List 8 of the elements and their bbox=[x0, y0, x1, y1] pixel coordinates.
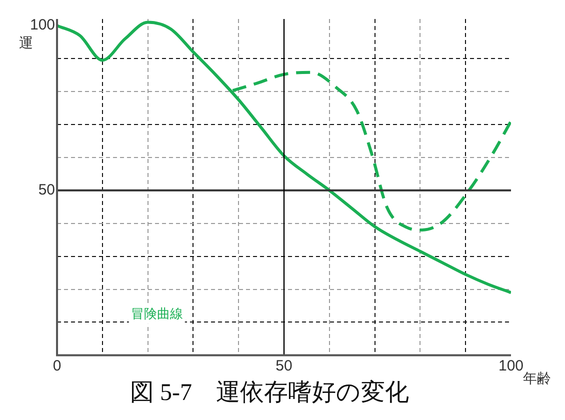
y-axis-title: 運 bbox=[19, 36, 34, 52]
x-tick-label: 100 bbox=[498, 357, 524, 374]
x-tick-label: 50 bbox=[276, 357, 292, 374]
x-tick-label: 0 bbox=[52, 357, 62, 374]
annotation: 冒険曲線 bbox=[130, 307, 183, 322]
text: 図 5-7 運依存嗜好の変化 bbox=[130, 378, 409, 406]
line-series bbox=[57, 20, 511, 294]
x-axis-title: 年齢 bbox=[523, 370, 551, 387]
